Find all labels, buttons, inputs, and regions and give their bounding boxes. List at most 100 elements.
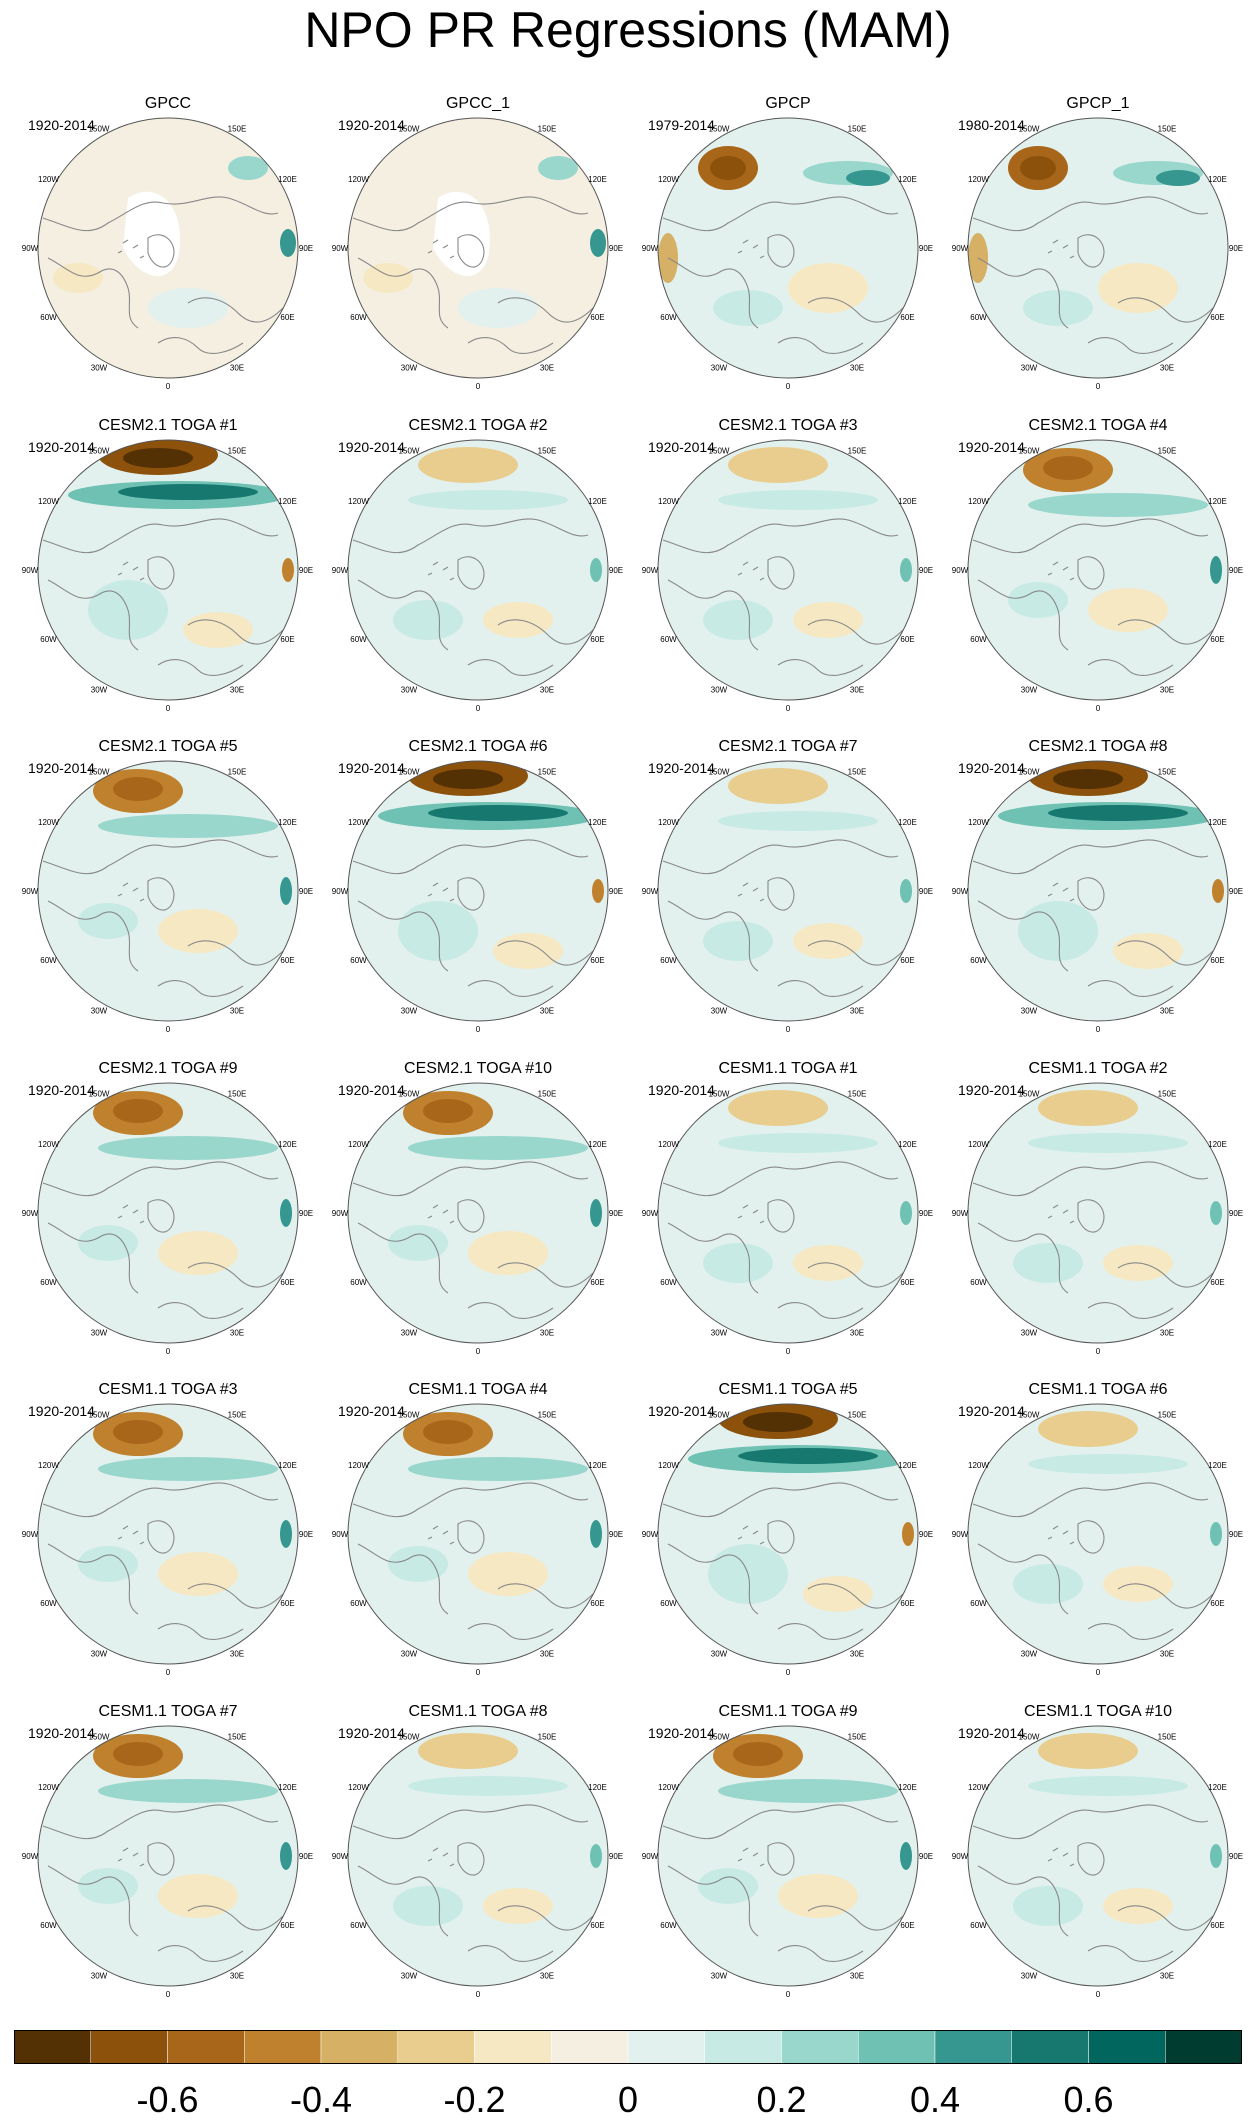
coastline [977, 900, 1069, 972]
longitude-label: 120E [1208, 497, 1227, 506]
coastline [977, 579, 1069, 651]
longitude-label: 90W [22, 1209, 39, 1218]
coastline [457, 1520, 485, 1554]
field-contour [78, 1868, 138, 1904]
regression-field [38, 118, 298, 378]
coastline [42, 1482, 279, 1518]
longitude-label: 120W [658, 497, 679, 506]
coastline [662, 1804, 899, 1840]
longitude-label: 90W [642, 887, 659, 896]
panel-period: 1920-2014 [338, 760, 405, 776]
coastline [1087, 1623, 1174, 1640]
panel-title: CESM2.1 TOGA #4 [1028, 417, 1168, 434]
field-contour [158, 1552, 238, 1596]
polar-map: 180 150W 150E 120W 120E 90W 90E 60W 60E 30W 30E 0 [22, 1721, 313, 1999]
colorbar-swatch [167, 2029, 245, 2065]
longitude-label: 30W [711, 1329, 728, 1338]
longitude-label: 60E [900, 1278, 914, 1287]
longitude-label: 120W [658, 175, 679, 184]
coastline [352, 1161, 589, 1197]
longitude-label: 150E [228, 446, 247, 455]
map-panel: CESM1.1 TOGA #10 1920-2014 180 150W 150E 120W… [948, 1703, 1248, 2023]
colorbar-swatch [90, 2029, 168, 2065]
field-contour [493, 933, 563, 969]
map-panel: CESM2.1 TOGA #31920-2014180150W150E120W1… [638, 417, 938, 737]
longitude-label: 30W [401, 1972, 418, 1981]
panel-period: 1920-2014 [648, 1403, 715, 1419]
coastline [972, 1482, 1209, 1518]
coastline [357, 1865, 449, 1937]
field-contour [280, 1842, 292, 1870]
longitude-label: 90E [299, 244, 313, 253]
field-contour [1020, 156, 1056, 180]
coastline [357, 1222, 449, 1294]
coastline [1047, 561, 1075, 581]
longitude-label: 30W [1021, 1007, 1038, 1016]
longitude-label: 30E [540, 1650, 554, 1659]
field-contour [592, 879, 604, 903]
coastline [807, 297, 904, 323]
longitude-label: 150E [538, 446, 557, 455]
longitude-label: 30E [230, 1650, 244, 1659]
map-panel: CESM1.1 TOGA #61920-2014180150W150E120W1… [948, 1381, 1248, 1701]
longitude-label: 0 [786, 382, 791, 391]
regression-field [38, 440, 298, 700]
longitude-label: 150E [848, 124, 867, 133]
coastline [42, 839, 279, 875]
field-contour [408, 1457, 588, 1481]
longitude-label: 30W [91, 364, 108, 373]
field-contour [348, 761, 608, 1021]
map-panel: CESM2.1 TOGA #91920-2014180150W150E120W1… [18, 1060, 318, 1380]
longitude-label: 120E [1208, 818, 1227, 827]
longitude-label: 120W [968, 1140, 989, 1149]
coastline [497, 940, 594, 966]
longitude-label: 150W [89, 1089, 110, 1098]
coastline [1047, 882, 1075, 902]
coastline [187, 1583, 284, 1609]
longitude-label: 150E [848, 767, 867, 776]
field-contour [710, 156, 746, 180]
coastline [1087, 980, 1174, 997]
longitude-label: 90E [919, 566, 933, 575]
field-contour [393, 1886, 463, 1926]
longitude-label: 120W [968, 818, 989, 827]
longitude-label: 120W [348, 497, 369, 506]
coastline [767, 877, 795, 911]
coastline [157, 1945, 244, 1962]
regression-field [968, 1404, 1228, 1664]
map-panel: CESM2.1 TOGA #61920-2014180150W150E120W1… [328, 738, 628, 1058]
regression-field [968, 440, 1228, 700]
map-border [37, 439, 299, 701]
longitude-label: 0 [1096, 1990, 1101, 1999]
longitude-label: 120E [588, 175, 607, 184]
longitude-label: 90E [919, 1209, 933, 1218]
map-border [37, 117, 299, 379]
longitude-label: 90E [609, 244, 623, 253]
longitude-label: 60E [900, 313, 914, 322]
longitude-label: 30E [230, 364, 244, 373]
field-contour [902, 1522, 914, 1546]
map-border [967, 1403, 1229, 1665]
longitude-label: 60W [970, 635, 987, 644]
coastline [117, 882, 145, 902]
longitude-label: 90W [642, 566, 659, 575]
longitude-label: 30E [1160, 1007, 1174, 1016]
longitude-label: 60W [40, 1278, 57, 1287]
longitude-label: 90W [22, 1852, 39, 1861]
field-contour [280, 229, 296, 257]
polar-map: 180 150W 150E 120W 120E 90W 90E 60W 60E 30W 30E 0 [642, 113, 933, 391]
longitude-label: 120E [588, 1783, 607, 1792]
map-border [37, 760, 299, 1022]
field-contour [1088, 588, 1168, 632]
longitude-label: 90W [332, 566, 349, 575]
coastline [157, 659, 244, 676]
longitude-label: 0 [166, 1347, 171, 1356]
regression-field [348, 1404, 608, 1664]
longitude-label: 150E [1158, 1089, 1177, 1098]
longitude-label: 120E [898, 1783, 917, 1792]
longitude-label: 120W [658, 1140, 679, 1149]
longitude-label: 120W [968, 175, 989, 184]
polar-map: 180 150W 150E 120W 120E 90W 90E 60W 60E 30W 30E 0 [332, 756, 623, 1034]
longitude-label: 90W [952, 1852, 969, 1861]
longitude-label: 0 [476, 382, 481, 391]
